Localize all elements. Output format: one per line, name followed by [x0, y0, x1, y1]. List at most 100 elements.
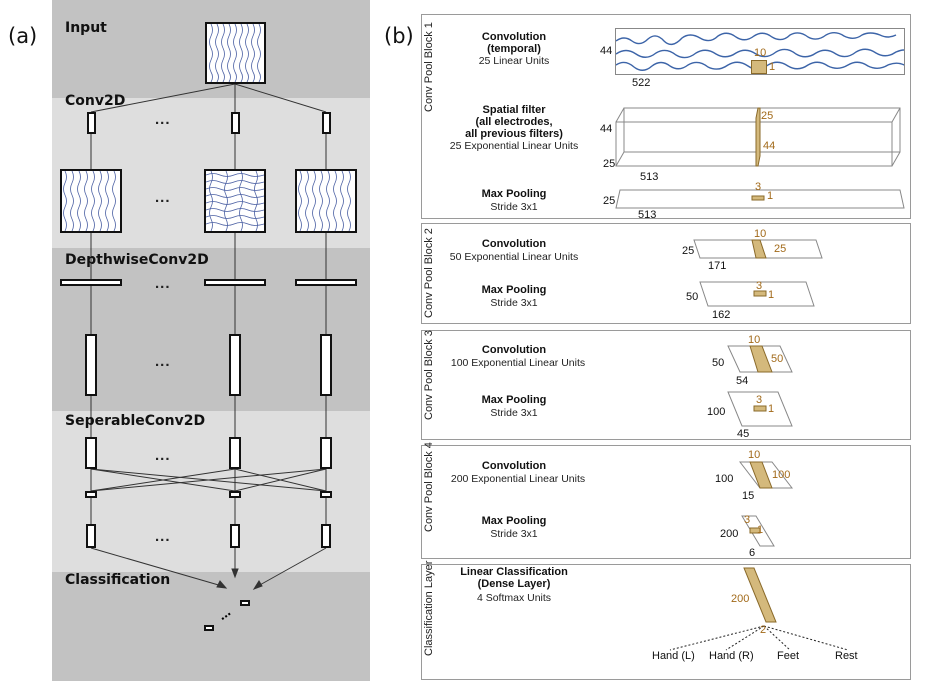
input-eeg-image [205, 22, 266, 84]
feature-map-2 [204, 169, 266, 233]
dim-c4-w: 15 [742, 490, 755, 502]
separable-depthwise-3 [320, 437, 332, 469]
depthwise-output-3 [320, 334, 332, 396]
dim-p3-w: 45 [737, 428, 750, 440]
dim-c3-k50: 50 [771, 353, 784, 365]
band-depthwise [52, 248, 370, 411]
conv-pool-block-3 [421, 330, 911, 440]
pool3-slab [727, 391, 793, 427]
separable-output-ellipsis: ... [155, 528, 171, 545]
dim-p1-w: 513 [638, 209, 657, 221]
dim-p2-k3: 3 [756, 280, 763, 292]
pool2-sub: Stride 3x1 [490, 297, 538, 309]
dim-d-200: 200 [731, 593, 750, 605]
temporal-kernel [751, 60, 767, 74]
dim-b1-w: 522 [632, 77, 651, 89]
pool4-sub: Stride 3x1 [490, 528, 538, 540]
depthwise-output-1 [85, 334, 97, 396]
conv3-slab [727, 345, 793, 373]
block-3-label: Conv Pool Block 3 [423, 330, 435, 420]
stage-conv2d-title: Conv2D [65, 93, 126, 109]
dim-p3-k1: 1 [768, 403, 775, 415]
dim-c3-k10: 10 [748, 334, 761, 346]
depthwise-filter-3 [295, 279, 357, 286]
block-4-label: Conv Pool Block 4 [423, 442, 435, 532]
dim-p1-k1: 1 [767, 190, 774, 202]
dim-c2-h: 25 [682, 245, 695, 257]
dim-c4-h: 100 [715, 473, 734, 485]
dim-p2-k1: 1 [768, 289, 775, 301]
class-label-feet: Feet [777, 650, 800, 662]
dim-p2-h: 50 [686, 291, 699, 303]
dim-p3-h: 100 [707, 406, 726, 418]
band-separable [52, 411, 370, 572]
depthwise-filter-1 [60, 279, 122, 286]
conv-pool-block-4 [421, 445, 911, 559]
pool2-slab [699, 281, 815, 307]
class-label-rest: Rest [835, 650, 858, 662]
depthwise-filter-2 [204, 279, 266, 286]
conv-temporal-title: Convolution (temporal) [481, 31, 547, 55]
conv2-slab [693, 239, 823, 259]
stage-depthwise-title: DepthwiseConv2D [65, 252, 209, 268]
depthwise-ellipsis: ... [155, 275, 171, 292]
pointwise-filter-3 [320, 491, 332, 498]
conv2d-ellipsis: ... [155, 111, 171, 128]
conv3-sub: 100 Exponential Linear Units [450, 357, 586, 369]
conv4-slab [738, 461, 794, 489]
pointwise-filter-2 [229, 491, 241, 498]
eeg-waveform-icon [209, 24, 261, 82]
spatial-filter-sub: 25 Exponential Linear Units [449, 140, 579, 152]
stage-input-title: Input [65, 20, 107, 36]
dense-title: Linear Classification (Dense Layer) [460, 566, 568, 590]
dim-p4-w: 6 [749, 547, 756, 559]
dim-b1-k: 10 [754, 47, 767, 59]
classification-layer-block [421, 564, 911, 680]
class-unit-1 [240, 600, 250, 606]
conv-temporal-sub: 25 Linear Units [478, 55, 550, 67]
depthwise-output-ellipsis: ... [155, 353, 171, 370]
eeg-waveform-icon [298, 171, 351, 231]
dim-p1-h: 25 [603, 195, 616, 207]
dim-sp-k25: 25 [761, 110, 774, 122]
dim-sp-w: 513 [640, 171, 659, 183]
pool4-title: Max Pooling [481, 515, 547, 527]
dim-p1-k3: 3 [755, 181, 762, 193]
dim-d-2: 2 [760, 624, 767, 636]
eeg-waveform-icon [63, 171, 116, 231]
conv2-title: Convolution [481, 238, 547, 250]
stage-separable-title: SeperableConv2D [65, 413, 206, 429]
dim-c2-w: 171 [708, 260, 727, 272]
pool3-sub: Stride 3x1 [490, 407, 538, 419]
pool4-slab [741, 515, 775, 547]
pool2-title: Max Pooling [481, 284, 547, 296]
eeg-waveform-icon [206, 171, 264, 231]
block-2-label: Conv Pool Block 2 [423, 228, 435, 318]
dim-c3-w: 54 [736, 375, 749, 387]
conv2d-filter-3 [322, 112, 331, 134]
classification-layer-label: Classification Layer [423, 560, 435, 656]
separable-depthwise-1 [85, 437, 97, 469]
pool1-sub: Stride 3x1 [490, 201, 538, 213]
feature-map-1 [60, 169, 122, 233]
conv2d-filter-2 [231, 112, 240, 134]
separable-ellipsis: ... [155, 447, 171, 464]
conv2d-filter-1 [87, 112, 96, 134]
dim-p4-k3: 3 [744, 514, 751, 526]
dim-p3-k3: 3 [756, 394, 763, 406]
separable-depthwise-2 [229, 437, 241, 469]
class-unit-2 [204, 625, 214, 631]
conv2-sub: 50 Exponential Linear Units [449, 251, 579, 263]
stage-classification-title: Classification [65, 572, 171, 588]
class-label-hand-left: Hand (L) [652, 650, 695, 662]
dim-b1-k1: 1 [769, 61, 776, 73]
pool3-title: Max Pooling [481, 394, 547, 406]
feature-map-ellipsis: ... [155, 189, 171, 206]
spatial-filter-title: Spatial filter (all electrodes, all prev… [465, 104, 563, 140]
dim-b1-h: 44 [600, 45, 613, 57]
conv4-sub: 200 Exponential Linear Units [450, 473, 586, 485]
dim-p2-w: 162 [712, 309, 731, 321]
dim-sp-k44: 44 [763, 140, 776, 152]
dim-p4-k1: 1 [757, 524, 764, 536]
depthwise-output-2 [229, 334, 241, 396]
